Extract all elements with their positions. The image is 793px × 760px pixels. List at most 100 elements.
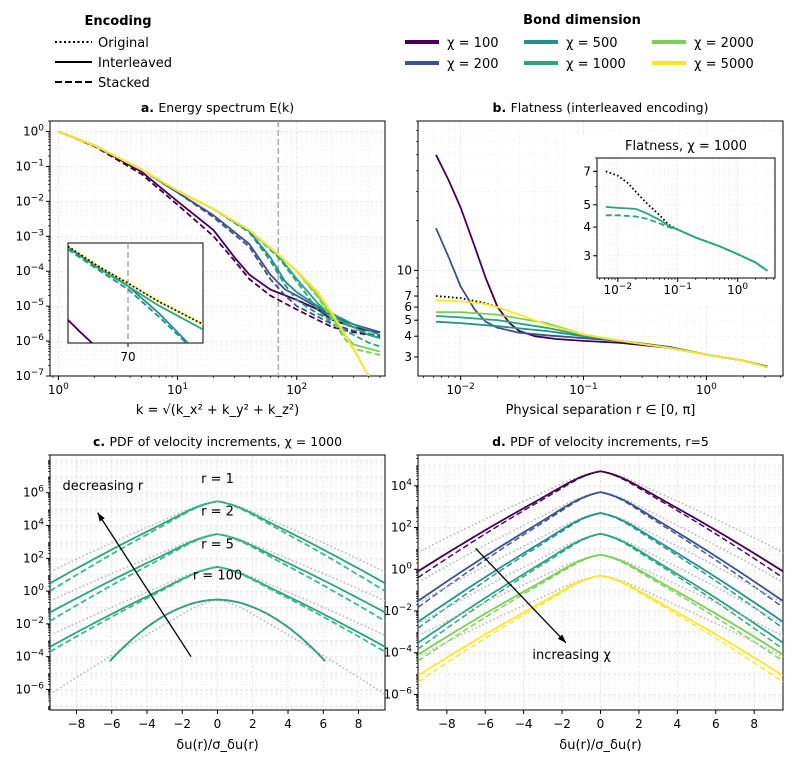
arrow-head <box>557 634 566 643</box>
x-tick-label: 2 <box>635 717 643 731</box>
y-tick-label: 104 <box>23 518 44 533</box>
y-tick-label: 100 <box>23 124 44 139</box>
pdf-stacked-line <box>418 512 783 629</box>
y-tick-label: 10−4 <box>15 263 44 278</box>
axes-frame <box>49 120 386 377</box>
legend-label-chi: χ = 1000 <box>566 57 626 72</box>
panel-title: b. Flatness (interleaved encoding) <box>493 100 709 115</box>
x-axis-label: δu(r)/σ_δu(r) <box>176 738 258 753</box>
x-axis-label: k = √(k_x² + k_y² + k_z²) <box>136 403 299 418</box>
y-tick-label: 100 <box>23 583 44 598</box>
spectrum-series-line <box>58 130 370 376</box>
x-tick-label: −8 <box>438 717 456 731</box>
y-tick-label: 4 <box>583 220 591 234</box>
x-tick-label: 0 <box>597 717 605 731</box>
y-tick-label: 10−2 <box>15 193 44 208</box>
y-tick-label: 10−1 <box>15 158 44 173</box>
panel-title: c. PDF of velocity increments, χ = 1000 <box>93 434 342 449</box>
annotation-label: r = 1 <box>201 472 234 487</box>
y-tick-label: 10 <box>397 263 412 277</box>
axes-frame <box>596 157 776 279</box>
panel-title: d. PDF of velocity increments, r=5 <box>492 434 709 449</box>
x-tick-label: −6 <box>103 717 121 731</box>
x-tick-label: 8 <box>750 717 758 731</box>
x-tick-label: 101 <box>167 382 188 397</box>
y-tick-label: 10−5 <box>15 298 44 313</box>
decreasing-r-arrow <box>97 512 192 658</box>
annotation-label: r = 100 <box>193 569 242 584</box>
inset-series-line <box>68 319 93 343</box>
pdf-stacked-line <box>50 566 385 653</box>
pdf-stacked-line <box>50 500 385 592</box>
x-tick-label: 8 <box>355 717 363 731</box>
x-tick-label: 4 <box>284 717 292 731</box>
bond-legend-title: Bond dimension <box>523 13 641 28</box>
increasing-chi-arrow <box>475 547 567 644</box>
inset-title: Flatness, χ = 1000 <box>625 139 747 154</box>
y-tick-label: 4 <box>404 329 412 343</box>
flatness-series-line <box>435 299 768 369</box>
annotation-label: increasing χ <box>532 648 611 663</box>
x-tick-label: 10−1 <box>663 282 692 297</box>
inset-series-line <box>605 206 768 272</box>
x-tick-label: 2 <box>249 717 257 731</box>
y-tick-label: 10−3 <box>15 228 44 243</box>
inset-series-line <box>68 245 203 326</box>
y-tick-label: 10−2 <box>15 616 44 631</box>
flatness-series-line <box>435 320 768 369</box>
pdf-interleaved-line <box>50 566 385 648</box>
x-tick-label: 4 <box>674 717 682 731</box>
encoding-legend: Encoding Original Interleaved Stacked <box>55 14 172 91</box>
annotation-label: r = 2 <box>201 505 234 520</box>
pdf-stacked-line <box>418 533 783 650</box>
x-tick-label: 100 <box>727 282 748 297</box>
legend-label-interleaved: Interleaved <box>98 56 172 71</box>
y-tick-label: 7 <box>583 164 591 178</box>
x-tick-label: −6 <box>476 717 494 731</box>
y-tick-label: 5 <box>404 313 412 327</box>
axes-frame <box>67 242 204 344</box>
pdf-stacked-line <box>418 470 783 579</box>
spectrum-series-line <box>58 130 381 338</box>
y-tick-label: 104 <box>391 478 412 493</box>
pdf-stacked-line <box>418 491 783 608</box>
grid-lines <box>597 157 775 278</box>
pdf-stacked-line <box>418 554 783 662</box>
y-tick-label: 10−6 <box>15 333 44 348</box>
legend-label-chi: χ = 2000 <box>694 36 754 51</box>
x-tick-label: 10−2 <box>604 282 633 297</box>
panel-title: a. Energy spectrum E(k) <box>141 100 294 115</box>
x-tick-label: −2 <box>553 717 571 731</box>
y-tick-label: 3 <box>404 350 412 364</box>
x-tick-label: 0 <box>214 717 222 731</box>
y-tick-label: 10−4 <box>383 645 412 660</box>
grid-lines <box>418 454 783 710</box>
x-tick-label: 102 <box>286 382 307 397</box>
inset-series-line <box>68 248 188 343</box>
y-tick-label: 102 <box>391 520 412 535</box>
legend-label-chi: χ = 500 <box>566 36 617 51</box>
y-tick-label: 10−2 <box>383 603 412 618</box>
grid-lines <box>50 454 385 710</box>
inset-series-line <box>605 214 768 272</box>
annotation-label: decreasing r <box>63 479 144 494</box>
pdf-stacked-line <box>418 574 783 683</box>
y-tick-label: 3 <box>583 249 591 263</box>
x-tick-label: −4 <box>515 717 533 731</box>
flatness-series-line <box>435 295 498 308</box>
axes-frame <box>417 120 784 377</box>
y-tick-label: 6 <box>404 300 412 314</box>
legend-label-stacked: Stacked <box>98 76 150 91</box>
y-tick-label: 106 <box>23 485 44 500</box>
x-tick-label: 6 <box>712 717 720 731</box>
panel-a-energy-spectrum: a. Energy spectrum E(k) 100 101 102 100 10−1 1… <box>15 100 386 418</box>
panel-b-flatness: b. Flatness (interleaved encoding) 10−2 10… <box>397 100 784 418</box>
x-tick-label: 10−1 <box>569 382 598 397</box>
legend-label-original: Original <box>98 36 149 51</box>
y-tick-label: 10−6 <box>15 681 44 696</box>
arrow-head <box>97 512 105 522</box>
legend-label-chi: χ = 200 <box>447 57 498 72</box>
x-tick-label: −2 <box>173 717 191 731</box>
y-tick-label: 5 <box>583 198 591 212</box>
